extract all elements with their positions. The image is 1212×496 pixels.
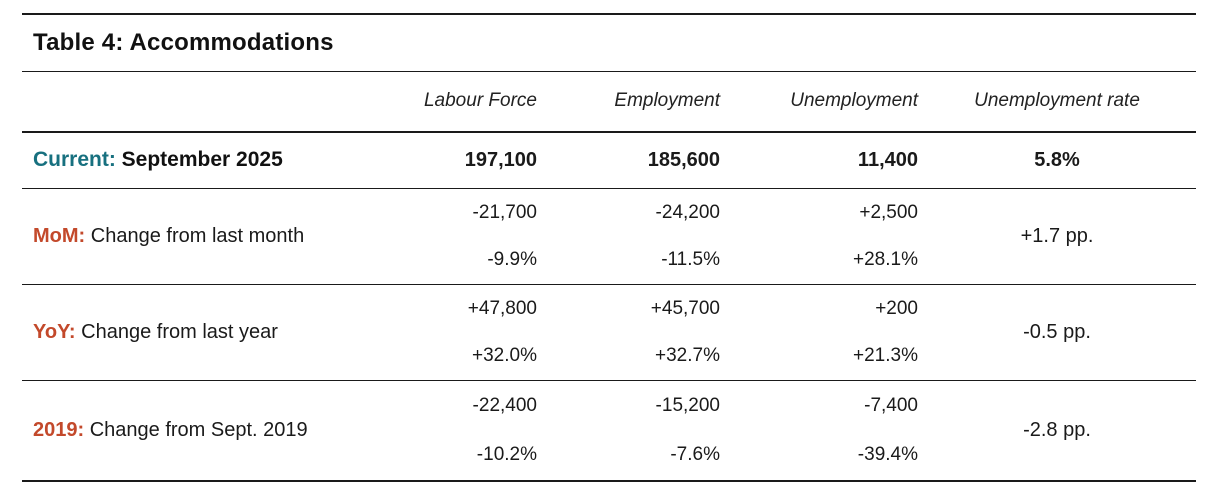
- yoy-labour-force-change: +47,800: [387, 284, 537, 333]
- mom-employment-change: -24,200: [537, 188, 720, 237]
- yoy-rate-change: -0.5 pp.: [918, 284, 1196, 381]
- mom-labour-force-change: -21,700: [387, 188, 537, 237]
- yoy-row-label: YoY: Change from last year: [22, 284, 387, 381]
- table-row-yoy-percent: +32.0% +32.7% +21.3%: [22, 333, 1196, 381]
- unemployment-rate-column-header: Unemployment rate: [974, 90, 1140, 112]
- yoy-description: Change from last year: [81, 321, 278, 343]
- yoy-unemployment-change: +200: [720, 284, 918, 333]
- mom-rate-change: +1.7 pp.: [918, 188, 1196, 285]
- label-column-header: [22, 72, 387, 132]
- mom-employment-percent: -11.5%: [661, 249, 720, 271]
- mom-prefix: MoM:: [33, 225, 91, 247]
- mom-unemployment-change: +2,500: [720, 188, 918, 237]
- column-header-row: Labour Force Employment Unemployment Une…: [22, 72, 1196, 132]
- current-prefix: Current:: [33, 148, 122, 172]
- table-row-mom-percent: -9.9% -11.5% +28.1%: [22, 237, 1196, 285]
- description-2019: Change from Sept. 2019: [89, 418, 308, 441]
- y2019-employment-change: -15,200: [537, 380, 720, 431]
- current-unemployment-value: 11,400: [720, 130, 918, 189]
- employment-column-header: Employment: [614, 90, 720, 112]
- current-labour-force-value: 197,100: [387, 130, 537, 189]
- current-period: September 2025: [121, 148, 283, 172]
- table-title-bar: Table 4: Accommodations: [22, 13, 1196, 71]
- mom-labour-force-percent: -9.9%: [487, 249, 537, 271]
- table-row-2019-percent: -10.2% -7.6% -39.4%: [22, 431, 1196, 481]
- mom-description: Change from last month: [90, 225, 305, 247]
- current-employment-value: 185,600: [537, 130, 720, 189]
- table-row-current: Current: September 2025 197,100 185,600 …: [22, 130, 1196, 189]
- table-title: Table 4: Accommodations: [33, 29, 334, 56]
- y2019-labour-force-change: -22,400: [387, 380, 537, 431]
- unemployment-column-header: Unemployment: [790, 90, 918, 112]
- labour-stats-table: Table 4: Accommodations Labour Force Emp…: [22, 13, 1196, 482]
- table-row-yoy-absolute: YoY: Change from last year +47,800 +45,7…: [22, 284, 1196, 381]
- yoy-labour-force-percent: +32.0%: [472, 345, 537, 367]
- table-row-2019-absolute: 2019: Change from Sept. 2019 -22,400 -15…: [22, 380, 1196, 481]
- y2019-unemployment-change: -7,400: [720, 380, 918, 431]
- row-2019-label: 2019: Change from Sept. 2019: [22, 380, 387, 481]
- yoy-unemployment-percent: +21.3%: [853, 345, 918, 367]
- yoy-employment-change: +45,700: [537, 284, 720, 333]
- current-unemployment-rate-value: 5.8%: [918, 130, 1196, 189]
- current-row-label: Current: September 2025: [22, 130, 387, 189]
- y2019-labour-force-percent: -10.2%: [476, 444, 537, 465]
- table-row-mom-absolute: MoM: Change from last month -21,700 -24,…: [22, 188, 1196, 285]
- yoy-prefix: YoY:: [33, 321, 82, 343]
- y2019-rate-change: -2.8 pp.: [918, 380, 1196, 481]
- prefix-2019: 2019:: [33, 418, 90, 441]
- accommodations-table: Labour Force Employment Unemployment Une…: [22, 71, 1196, 482]
- labour-force-column-header: Labour Force: [423, 90, 537, 112]
- y2019-unemployment-percent: -39.4%: [857, 444, 918, 465]
- yoy-employment-percent: +32.7%: [655, 345, 720, 367]
- mom-unemployment-percent: +28.1%: [853, 249, 918, 271]
- mom-row-label: MoM: Change from last month: [22, 188, 387, 285]
- y2019-employment-percent: -7.6%: [670, 444, 720, 465]
